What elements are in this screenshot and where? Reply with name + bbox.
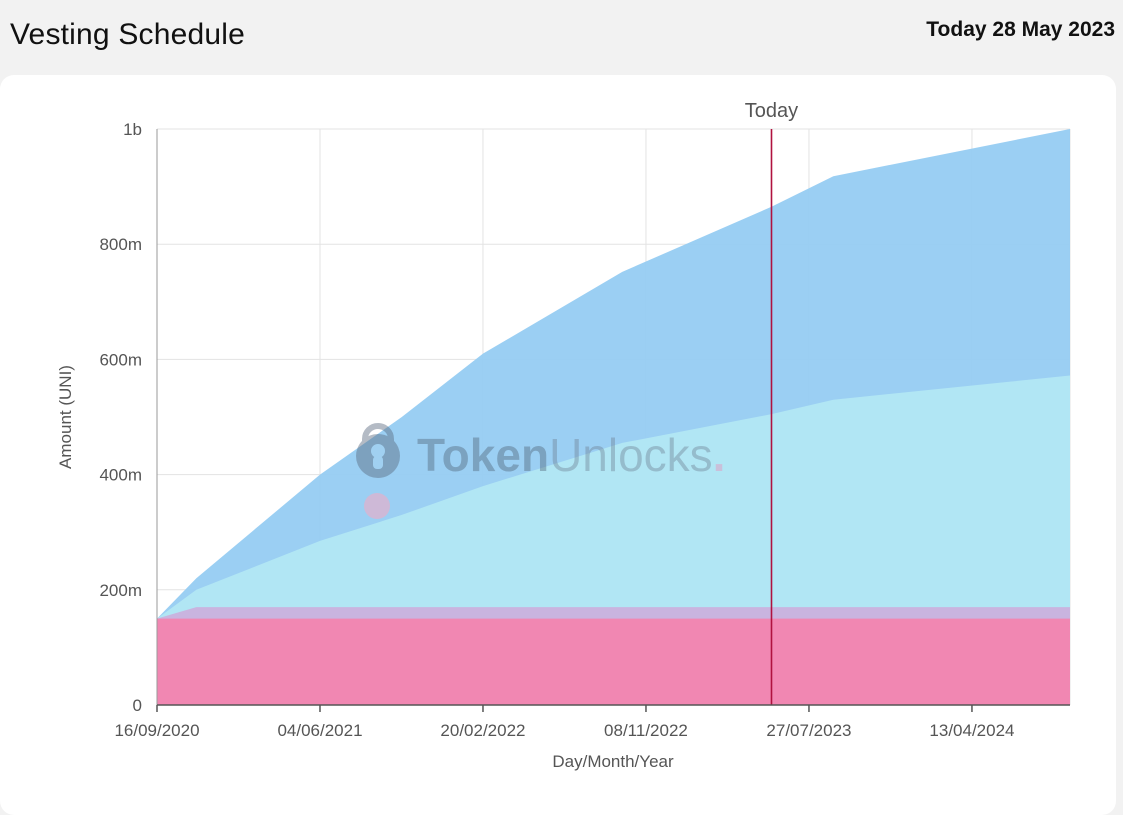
x-tick-label: 13/04/2024 xyxy=(929,721,1014,740)
y-tick-label: 0 xyxy=(133,696,142,715)
axes: 0 200m 400m 600m 800m 1b 16/09/2020 04/06/2021 2… xyxy=(99,120,1070,740)
y-tick-label: 800m xyxy=(99,235,142,254)
x-tick-label: 16/09/2020 xyxy=(114,721,199,740)
x-tick-label: 04/06/2021 xyxy=(277,721,362,740)
vesting-chart: TokenUnlocks. Today 0 200m 400m 600m 800m 1b 1… xyxy=(56,100,1071,771)
today-marker: Today xyxy=(745,100,798,705)
watermark-brand-light: Unlocks xyxy=(549,429,713,481)
x-tick-label: 08/11/2022 xyxy=(604,721,688,740)
y-tick-label: 400m xyxy=(99,466,142,485)
tokenunlocks-watermark: TokenUnlocks. xyxy=(356,423,725,519)
area-series-0 xyxy=(157,618,1070,705)
svg-text:TokenUnlocks.: TokenUnlocks. xyxy=(417,429,725,481)
today-line-label: Today xyxy=(745,100,798,122)
watermark-brand-bold: Token xyxy=(417,429,549,481)
today-date-label: Today 28 May 2023 xyxy=(926,18,1115,41)
watermark-dot-icon xyxy=(364,493,390,519)
lock-icon xyxy=(356,423,400,478)
x-axis-title: Day/Month/Year xyxy=(552,752,674,771)
chart-card: TokenUnlocks. Today 0 200m 400m 600m 800m 1b 1… xyxy=(0,75,1116,815)
area-series xyxy=(157,129,1070,705)
watermark-brand-dot: . xyxy=(713,429,726,481)
page-title: Vesting Schedule xyxy=(10,18,246,51)
y-tick-label: 600m xyxy=(99,350,142,369)
x-tick-label: 27/07/2023 xyxy=(766,721,851,740)
x-tick-label: 20/02/2022 xyxy=(440,721,525,740)
y-tick-label: 1b xyxy=(123,120,142,139)
y-tick-label: 200m xyxy=(99,581,142,600)
y-axis-title: Amount (UNI) xyxy=(56,365,75,469)
